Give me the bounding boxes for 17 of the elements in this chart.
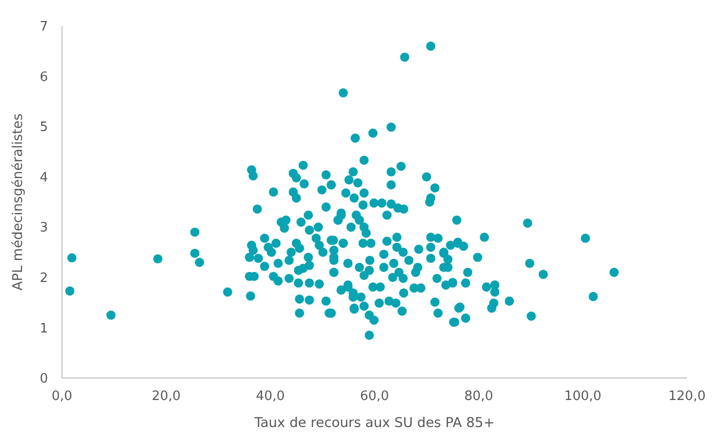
y-tick-label: 3 <box>40 220 48 236</box>
x-tick-label: 40,0 <box>256 389 285 404</box>
x-tick-label: 20,0 <box>152 389 181 404</box>
x-tick-label: 80,0 <box>464 389 494 404</box>
y-tick-label: 4 <box>40 170 48 186</box>
y-axis-title: APL médecinsgénéralistes <box>10 113 26 291</box>
x-tick-label: 60,0 <box>360 389 389 404</box>
y-tick-label: 2 <box>40 270 48 286</box>
y-tick-label: 5 <box>40 120 48 136</box>
y-tick-label: 7 <box>40 20 48 35</box>
x-tick-label: 100,0 <box>564 389 602 404</box>
y-tick-label: 6 <box>40 70 48 85</box>
x-tick-label: 0,0 <box>52 389 72 404</box>
y-tick-label: 1 <box>40 321 48 336</box>
x-axis-title: Taux de recours aux SU des PA 85+ <box>253 415 495 431</box>
x-tick-label: 120,0 <box>668 389 706 404</box>
y-tick-label: 0 <box>40 372 48 387</box>
